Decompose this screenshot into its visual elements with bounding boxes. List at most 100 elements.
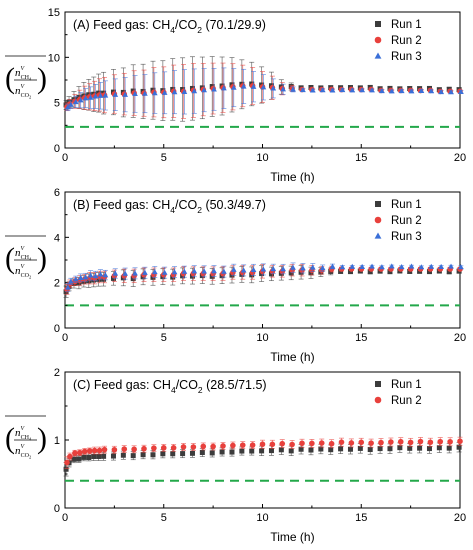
- legend-marker: [375, 381, 381, 387]
- y-label-paren-right: ): [37, 62, 47, 95]
- data-point: [220, 443, 226, 449]
- data-point: [190, 444, 197, 450]
- data-point: [448, 89, 454, 95]
- data-point: [437, 438, 444, 445]
- data-point: [219, 449, 225, 455]
- data-point: [378, 439, 384, 446]
- data-point: [82, 274, 89, 280]
- data-point: [67, 278, 74, 284]
- x-tick-label: 10: [256, 512, 268, 524]
- legend-label: Run 1: [391, 379, 422, 391]
- x-tick-label: 20: [454, 512, 466, 524]
- y-tick-label: 5: [54, 98, 60, 110]
- data-point: [77, 449, 83, 456]
- x-tick-label: 20: [454, 152, 466, 164]
- data-point: [142, 90, 148, 96]
- data-point: [456, 444, 462, 450]
- y-tick-label: 2: [54, 367, 60, 379]
- chart-panel-2: 0 5 10 15 20 0 1 2 Time (h) () nV CH4 nV CO2 (C) Feed …: [5, 367, 466, 544]
- legend-marker: [374, 396, 382, 404]
- data-point: [357, 445, 363, 451]
- data-point: [150, 452, 156, 458]
- series-run-3: [65, 67, 464, 115]
- data-point: [229, 449, 235, 455]
- data-point: [201, 268, 207, 274]
- data-point: [438, 263, 444, 269]
- y-label-paren-left: (: [5, 242, 15, 275]
- data-point: [417, 445, 423, 451]
- y-tick-label: 1: [54, 435, 60, 447]
- data-point: [130, 453, 136, 459]
- data-point: [388, 439, 394, 445]
- data-point: [211, 86, 217, 92]
- x-tick-label: 5: [161, 152, 167, 164]
- data-point: [397, 438, 404, 445]
- data-point: [426, 446, 432, 452]
- series-run-2: [64, 436, 463, 469]
- data-point: [268, 448, 274, 454]
- data-point: [428, 263, 435, 269]
- data-point: [189, 450, 195, 456]
- y-tick-label: 4: [54, 232, 60, 244]
- data-point: [86, 455, 92, 461]
- y-tick-label: 0: [54, 143, 60, 155]
- data-point: [141, 445, 147, 452]
- data-point: [181, 268, 188, 274]
- plot-frame: [64, 191, 461, 329]
- data-point: [81, 448, 88, 455]
- data-point: [298, 446, 304, 452]
- data-point: [417, 438, 424, 445]
- data-point: [387, 446, 393, 452]
- data-point: [300, 87, 306, 93]
- data-point: [101, 446, 108, 453]
- legend-label: Run 3: [391, 51, 422, 63]
- data-point: [122, 91, 128, 97]
- data-point: [299, 440, 305, 447]
- data-point: [269, 441, 276, 448]
- data-point: [329, 263, 336, 269]
- series-run-3: [65, 262, 464, 292]
- data-point: [290, 264, 296, 270]
- data-point: [120, 452, 126, 458]
- data-point: [131, 446, 137, 453]
- legend-label: Run 3: [391, 231, 422, 243]
- data-point: [318, 440, 325, 446]
- data-point: [230, 442, 236, 449]
- data-point: [161, 269, 168, 275]
- data-point: [65, 284, 71, 290]
- data-point: [171, 269, 178, 275]
- data-point: [102, 92, 109, 98]
- data-point: [111, 446, 118, 453]
- data-point: [250, 83, 257, 89]
- data-point: [96, 447, 103, 454]
- data-point: [379, 87, 385, 94]
- data-point: [328, 447, 334, 453]
- data-point: [151, 269, 158, 275]
- data-point: [448, 263, 454, 269]
- x-tick-label: 20: [454, 332, 466, 344]
- data-point: [359, 263, 365, 269]
- legend-marker: [374, 36, 382, 44]
- x-tick-label: 10: [256, 152, 268, 164]
- data-point: [328, 440, 335, 447]
- data-point: [86, 448, 93, 454]
- data-point: [230, 266, 237, 272]
- data-point: [221, 268, 227, 274]
- data-point: [199, 450, 205, 456]
- data-point: [300, 265, 306, 271]
- data-point: [367, 269, 373, 275]
- legend-marker: [375, 21, 381, 27]
- data-point: [249, 448, 255, 454]
- data-point: [358, 439, 365, 446]
- data-point: [160, 451, 166, 457]
- data-point: [309, 440, 315, 447]
- data-point: [397, 445, 403, 451]
- data-point: [318, 446, 324, 452]
- data-point: [180, 451, 186, 457]
- data-point: [160, 445, 167, 451]
- data-point: [81, 454, 87, 460]
- data-point: [388, 88, 395, 94]
- y-axis-title: () nV CH4 nV CO2: [5, 235, 47, 280]
- y-label-paren-left: (: [5, 422, 15, 455]
- data-point: [211, 268, 217, 274]
